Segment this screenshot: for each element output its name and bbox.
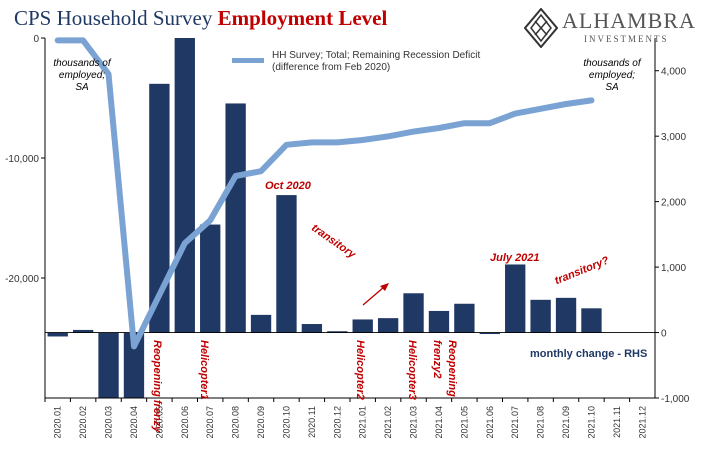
legend-label: HH Survey; Total; Remaining Recession De… xyxy=(272,50,480,74)
legend: HH Survey; Total; Remaining Recession De… xyxy=(232,50,522,80)
annotation-helicopter3: Helicopter3 xyxy=(406,340,418,400)
bar-2021.10 xyxy=(581,308,602,333)
note-line: SA xyxy=(605,82,619,93)
left-tick-label: 0 xyxy=(33,34,39,45)
logo-name: ALHAMBRA xyxy=(562,8,696,33)
x-tick-label: 2021.01 xyxy=(358,406,368,439)
bar-2021.06 xyxy=(479,332,500,335)
x-tick-label: 2021.12 xyxy=(637,406,647,439)
note-line: SA xyxy=(75,82,89,93)
annotation-reopening-frenzy: Reopening frenzy xyxy=(151,340,163,433)
annotation-reopening: Reopening xyxy=(446,340,458,397)
x-tick-label: 2020.12 xyxy=(332,406,342,439)
x-tick-label: 2021.04 xyxy=(434,406,444,439)
right-tick-label: -1,000 xyxy=(661,394,690,405)
logo-diamond-icon xyxy=(524,8,558,48)
x-tick-label: 2020.07 xyxy=(205,406,215,439)
bar-2021.08 xyxy=(530,299,551,333)
bar-2020.05 xyxy=(149,83,170,333)
bar-2020.01 xyxy=(47,332,68,337)
bar-2020.10 xyxy=(276,195,297,333)
bar-2021.05 xyxy=(454,303,475,333)
right-tick-label: 1,000 xyxy=(661,263,686,274)
left-tick-label: -20,000 xyxy=(5,274,39,285)
annotation-july-2021: July 2021 xyxy=(490,252,540,264)
line-path xyxy=(54,37,595,350)
x-tick-label: 2020.03 xyxy=(104,406,114,439)
x-tick-label: 2021.02 xyxy=(383,406,393,439)
right-tick-label: 2,000 xyxy=(661,198,686,209)
annotation-arrowhead xyxy=(380,283,389,291)
x-tick-label: 2020.01 xyxy=(53,406,63,439)
bar-2021.07 xyxy=(505,264,526,333)
annotation-oct-2020: Oct 2020 xyxy=(265,180,311,192)
legend-line-1: HH Survey; Total; Remaining Recession De… xyxy=(272,50,481,61)
bar-2020.11 xyxy=(301,324,323,333)
line-series xyxy=(54,37,595,350)
note-line: employed; xyxy=(58,70,106,81)
page-title: CPS Household Survey Employment Level xyxy=(14,6,387,31)
bar-2020.07 xyxy=(200,224,221,333)
bar-2020.08 xyxy=(225,103,246,333)
bar-2020.12 xyxy=(327,331,348,333)
bar-2020.03 xyxy=(98,332,119,398)
bar-2021.03 xyxy=(403,293,424,333)
x-tick-label: 2020.10 xyxy=(281,406,291,439)
left-tick-label: -10,000 xyxy=(5,154,39,165)
right-tick-label: 0 xyxy=(661,329,667,340)
x-tick-label: 2020.08 xyxy=(231,406,241,439)
right-axis-note: thousands of employed; SA xyxy=(572,58,652,94)
x-tick-label: 2021.09 xyxy=(561,406,571,439)
bar-2021.04 xyxy=(428,310,450,333)
legend-line-2: (difference from Feb 2020) xyxy=(272,62,391,73)
x-tick-label: 2021.10 xyxy=(586,406,596,439)
logo: ALHAMBRA INVESTMENTS xyxy=(522,6,702,52)
x-tick-label: 2021.07 xyxy=(510,406,520,439)
x-tick-label: 2021.08 xyxy=(536,406,546,439)
bar-2020.06 xyxy=(174,38,195,333)
left-tick-labels: 0 -10,000 -20,000 xyxy=(5,34,45,285)
bar-2020.02 xyxy=(72,329,94,333)
x-tick-label: 2021.11 xyxy=(612,406,622,438)
legend-swatch xyxy=(232,58,264,63)
note-line: employed; xyxy=(588,70,636,81)
bar-2020.04 xyxy=(123,332,145,398)
bar-2021.02 xyxy=(377,318,399,333)
x-tick-label: 2020.04 xyxy=(129,406,139,439)
x-tick-label: 2020.09 xyxy=(256,406,266,439)
bar-series-label: monthly change - RHS xyxy=(530,348,648,360)
x-tick-label: 2021.03 xyxy=(409,406,419,439)
right-tick-label: 3,000 xyxy=(661,132,686,143)
x-tick-label: 2020.05 xyxy=(154,406,164,439)
title-part2: Employment Level xyxy=(217,6,388,30)
x-tick-labels: 2020.01 2020.02 2020.03 2020.04 2020.05 2020.… xyxy=(53,406,648,439)
annotation-helicopter2: Helicopter2 xyxy=(354,340,366,400)
x-tick-label: 2021.05 xyxy=(459,406,469,439)
axes xyxy=(44,38,656,402)
left-axis-note: thousands of employed; SA xyxy=(42,58,122,94)
x-tick-label: 2020.06 xyxy=(180,406,190,439)
annotation-arrow xyxy=(362,286,385,306)
x-tick-label: 2020.11 xyxy=(307,406,317,438)
right-tick-labels: -1,000 0 1,000 2,000 3,000 4,000 xyxy=(655,67,690,405)
bar-2020.09 xyxy=(250,314,272,333)
bar-2021.09 xyxy=(555,297,577,333)
bar-series xyxy=(47,38,602,398)
x-tick-label: 2021.06 xyxy=(485,406,495,439)
bar-2021.01 xyxy=(352,319,373,333)
note-line: thousands of xyxy=(583,58,641,69)
x-tick-label: 2020.02 xyxy=(78,406,88,439)
right-tick-label: 4,000 xyxy=(661,67,686,78)
annotation-helicopter1: Helicopter1 xyxy=(198,340,210,400)
title-part1: CPS Household Survey xyxy=(14,6,213,30)
logo-sub: INVESTMENTS xyxy=(584,34,669,44)
note-line: thousands of xyxy=(53,58,111,69)
annotation-frenzy2: frenzy2 xyxy=(431,340,443,379)
